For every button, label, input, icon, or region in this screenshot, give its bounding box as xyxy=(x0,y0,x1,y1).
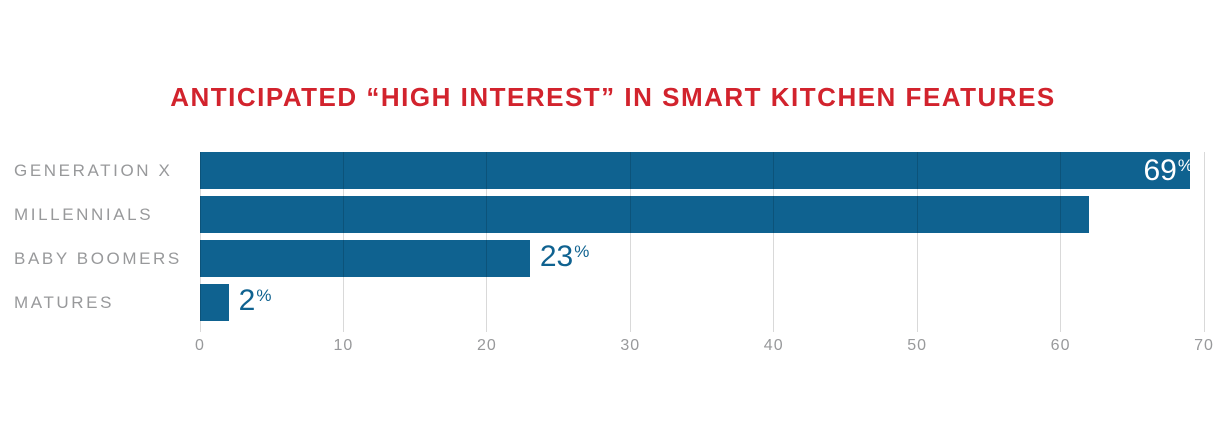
bar xyxy=(200,284,229,321)
category-label: BABY BOOMERS xyxy=(14,249,182,268)
category-label: MILLENNIALS xyxy=(14,205,154,224)
x-tick-label: 10 xyxy=(333,337,354,354)
value-number: 62 xyxy=(1143,198,1177,231)
value-number: 23 xyxy=(539,240,574,273)
bar: 62% xyxy=(200,196,1193,233)
bar-row: 23% xyxy=(200,240,1204,277)
bar: 69% xyxy=(200,152,1193,189)
x-tick-label: 30 xyxy=(620,337,641,354)
bar-row: 62% xyxy=(200,196,1204,233)
percent-sign: % xyxy=(1177,200,1193,219)
percent-sign: % xyxy=(1177,156,1193,175)
x-axis: 0 10 20 30 40 50 60 70 xyxy=(195,337,1213,357)
chart-title: ANTICIPATED “HIGH INTEREST” IN SMART KIT… xyxy=(170,82,1056,112)
x-tick-label: 50 xyxy=(907,337,928,354)
category-label: GENERATION X xyxy=(14,161,173,180)
value-label: 69% xyxy=(1144,152,1194,193)
percent-sign: % xyxy=(256,286,272,305)
percent-sign: % xyxy=(574,242,590,261)
bar-rows: 69% 62% 23% 2% xyxy=(200,152,1204,328)
x-tick-label: 40 xyxy=(763,337,784,354)
plot-area: 69% 62% 23% 2% 0 10 20 30 40 50 60 70 xyxy=(195,152,1213,354)
bar-row: 2% xyxy=(200,284,1204,321)
bar xyxy=(200,240,530,277)
x-tick-label: 60 xyxy=(1050,337,1071,354)
x-tick-label: 70 xyxy=(1194,337,1214,354)
x-tick-label: 20 xyxy=(476,337,497,354)
value-number: 2 xyxy=(238,284,256,317)
value-number: 69 xyxy=(1143,154,1177,187)
x-tick-label: 0 xyxy=(195,337,205,354)
category-label: MATURES xyxy=(14,293,115,312)
value-label: 23% xyxy=(540,238,590,279)
value-label: 2% xyxy=(239,282,272,323)
value-label: 62% xyxy=(1144,196,1194,237)
category-labels: GENERATION X MILLENNIALS BABY BOOMERS MATUR… xyxy=(14,152,182,328)
bar-row: 69% xyxy=(200,152,1204,189)
